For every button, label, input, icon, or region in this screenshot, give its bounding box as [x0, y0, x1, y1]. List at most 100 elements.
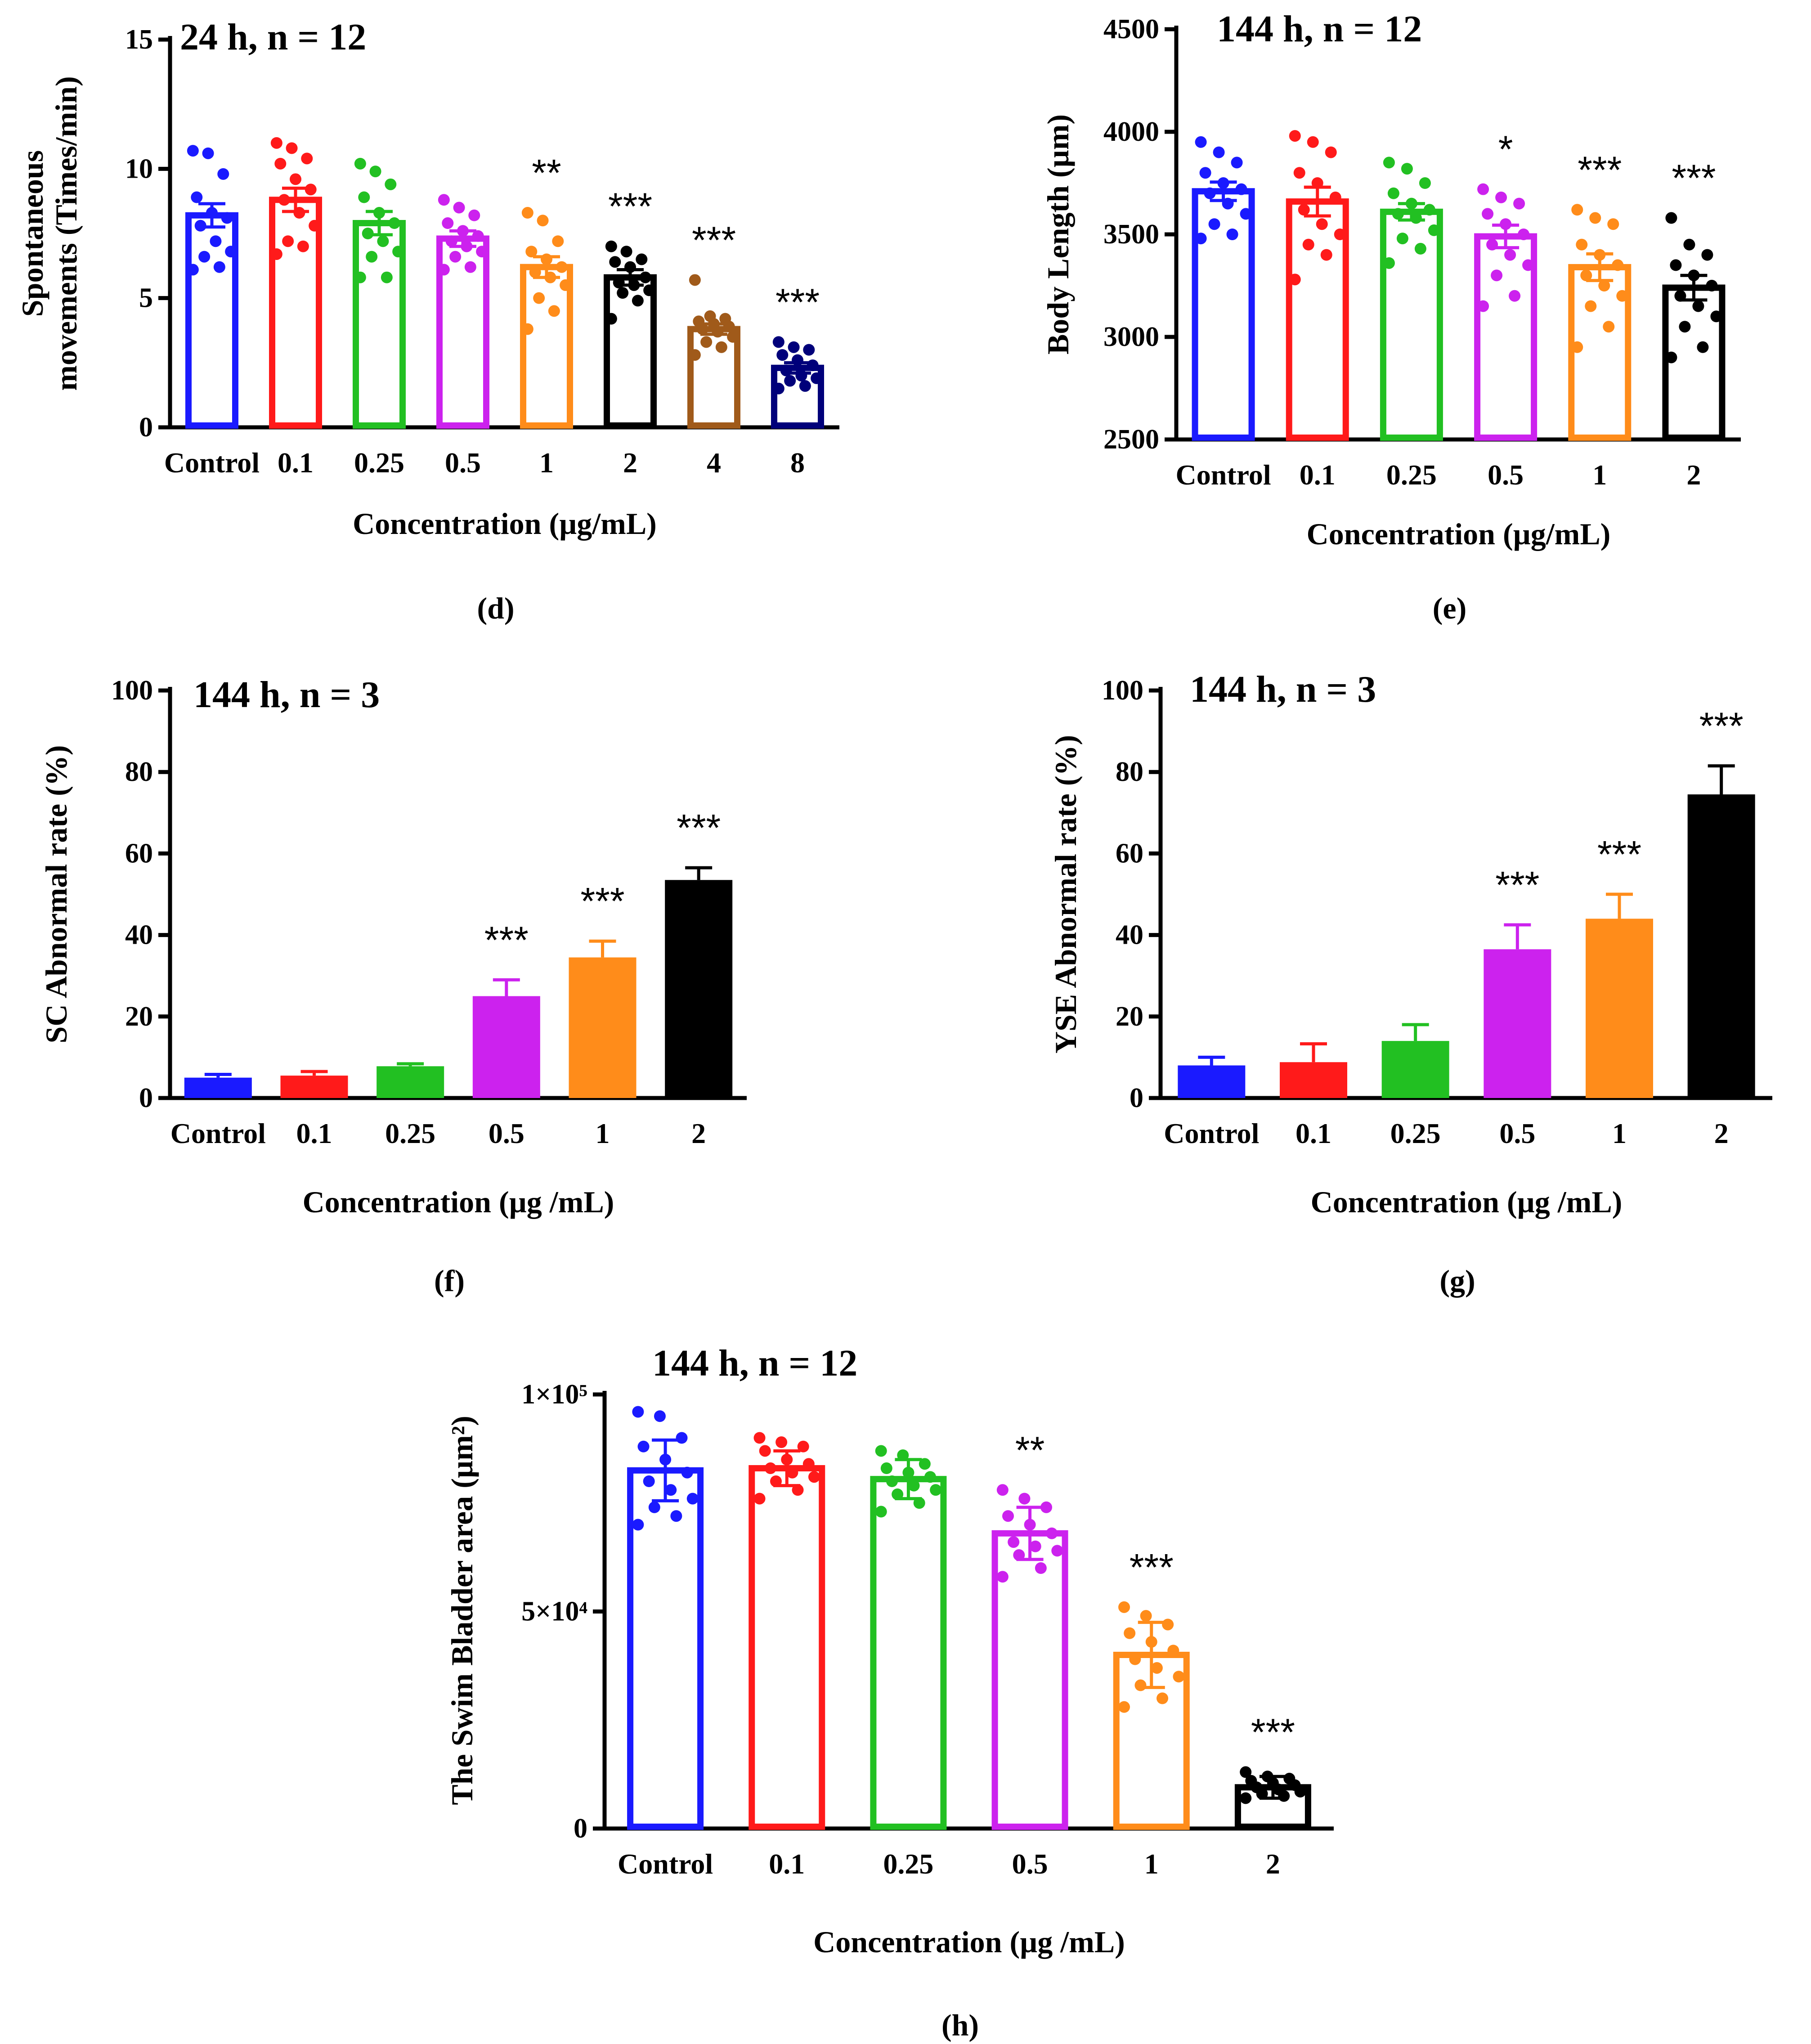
data-point — [802, 1458, 815, 1470]
data-point — [1173, 1671, 1185, 1683]
data-point — [293, 207, 305, 219]
x-tick-label: 8 — [790, 447, 805, 479]
data-point — [803, 344, 815, 356]
data-point — [366, 251, 378, 263]
data-point — [1151, 1662, 1163, 1674]
x-tick-label: Control — [1164, 1117, 1259, 1149]
data-point — [676, 1432, 688, 1444]
significance-marker: *** — [1597, 833, 1641, 875]
data-point — [1195, 136, 1207, 148]
data-point — [764, 1462, 776, 1475]
y-tick-label: 0 — [139, 1083, 153, 1113]
data-point — [1035, 1562, 1047, 1574]
data-point — [1298, 204, 1310, 216]
bar — [1484, 949, 1551, 1098]
data-point — [1289, 273, 1301, 286]
data-point — [1616, 290, 1628, 302]
data-point — [221, 212, 233, 224]
data-point — [681, 1466, 693, 1479]
data-point — [1419, 177, 1431, 189]
bar — [269, 197, 322, 429]
data-point — [897, 1449, 909, 1461]
data-point — [1594, 249, 1606, 261]
data-point — [930, 1484, 942, 1496]
y-tick-label: 10 — [125, 153, 153, 184]
data-point — [225, 246, 237, 258]
data-point — [605, 313, 617, 325]
data-point — [270, 137, 282, 149]
data-point — [1683, 238, 1695, 251]
data-point — [996, 1484, 1009, 1496]
data-point — [305, 184, 317, 196]
data-point — [665, 1484, 677, 1496]
data-point — [552, 235, 564, 247]
data-point — [795, 370, 807, 382]
bar — [1178, 1065, 1246, 1098]
significance-marker: *** — [484, 919, 529, 961]
data-point — [1231, 157, 1243, 169]
data-point — [1571, 341, 1583, 353]
data-point — [1002, 1510, 1014, 1522]
data-point — [1580, 269, 1592, 282]
data-point — [875, 1445, 887, 1457]
data-point — [297, 240, 309, 252]
x-tick-label: 0.1 — [278, 447, 314, 479]
panel-letter: (g) — [1439, 1264, 1475, 1298]
x-tick-label: 0.25 — [354, 447, 404, 479]
data-point — [919, 1458, 931, 1470]
data-point — [784, 375, 796, 387]
data-point — [453, 202, 465, 214]
data-point — [788, 341, 800, 353]
data-point — [776, 1436, 788, 1448]
data-point — [1195, 233, 1207, 245]
data-point — [776, 349, 789, 361]
data-point — [1383, 157, 1395, 169]
data-point — [1029, 1540, 1041, 1552]
y-axis-title: movements (Times/min) — [49, 76, 83, 390]
data-point — [1612, 259, 1624, 271]
y-tick-label: 60 — [125, 838, 153, 869]
x-tick-label: 0.5 — [489, 1117, 524, 1149]
significance-marker: *** — [692, 219, 736, 261]
data-point — [217, 168, 229, 180]
chart-panel-f: 0 20 40 60 80 100 Control 0.1 0.25 0.5 *** 1 *** 2 ***… — [39, 674, 747, 1298]
data-point — [1302, 238, 1314, 251]
data-point — [700, 336, 713, 348]
data-point — [605, 240, 617, 252]
x-tick-label: Control — [618, 1848, 713, 1880]
data-point — [529, 266, 541, 278]
panel-title: 144 h, n = 3 — [193, 674, 380, 716]
data-point — [442, 217, 454, 229]
data-point — [1293, 167, 1305, 179]
x-tick-label: 0.25 — [385, 1117, 435, 1149]
panel-title: 144 h, n = 12 — [652, 1342, 857, 1384]
x-axis-title: Concentration (µg /mL) — [303, 1185, 614, 1219]
data-point — [445, 235, 457, 247]
x-tick-label: Control — [170, 1117, 266, 1149]
data-point — [1576, 238, 1588, 251]
data-point — [213, 261, 225, 273]
x-axis-title: Concentration (µg/mL) — [1307, 517, 1611, 551]
data-point — [613, 277, 625, 289]
data-point — [1585, 300, 1597, 312]
data-point — [381, 271, 393, 283]
significance-marker: *** — [608, 185, 652, 228]
y-tick-label: 20 — [1116, 1001, 1143, 1032]
data-point — [1124, 1627, 1136, 1639]
data-point — [468, 209, 480, 221]
data-point — [187, 264, 199, 276]
x-tick-label: 0.1 — [1295, 1117, 1331, 1149]
data-point — [1226, 229, 1238, 240]
data-point — [1008, 1536, 1020, 1548]
significance-marker: *** — [1672, 157, 1716, 199]
bar — [665, 880, 733, 1098]
data-point — [354, 271, 366, 283]
data-point — [1500, 218, 1512, 230]
data-point — [438, 264, 450, 276]
data-point — [770, 1475, 782, 1487]
data-point — [1392, 208, 1404, 220]
x-axis-title: Concentration (µg /mL) — [813, 1925, 1125, 1959]
bar — [520, 264, 573, 429]
data-point — [388, 217, 400, 229]
x-tick-label: 0.5 — [445, 447, 481, 479]
